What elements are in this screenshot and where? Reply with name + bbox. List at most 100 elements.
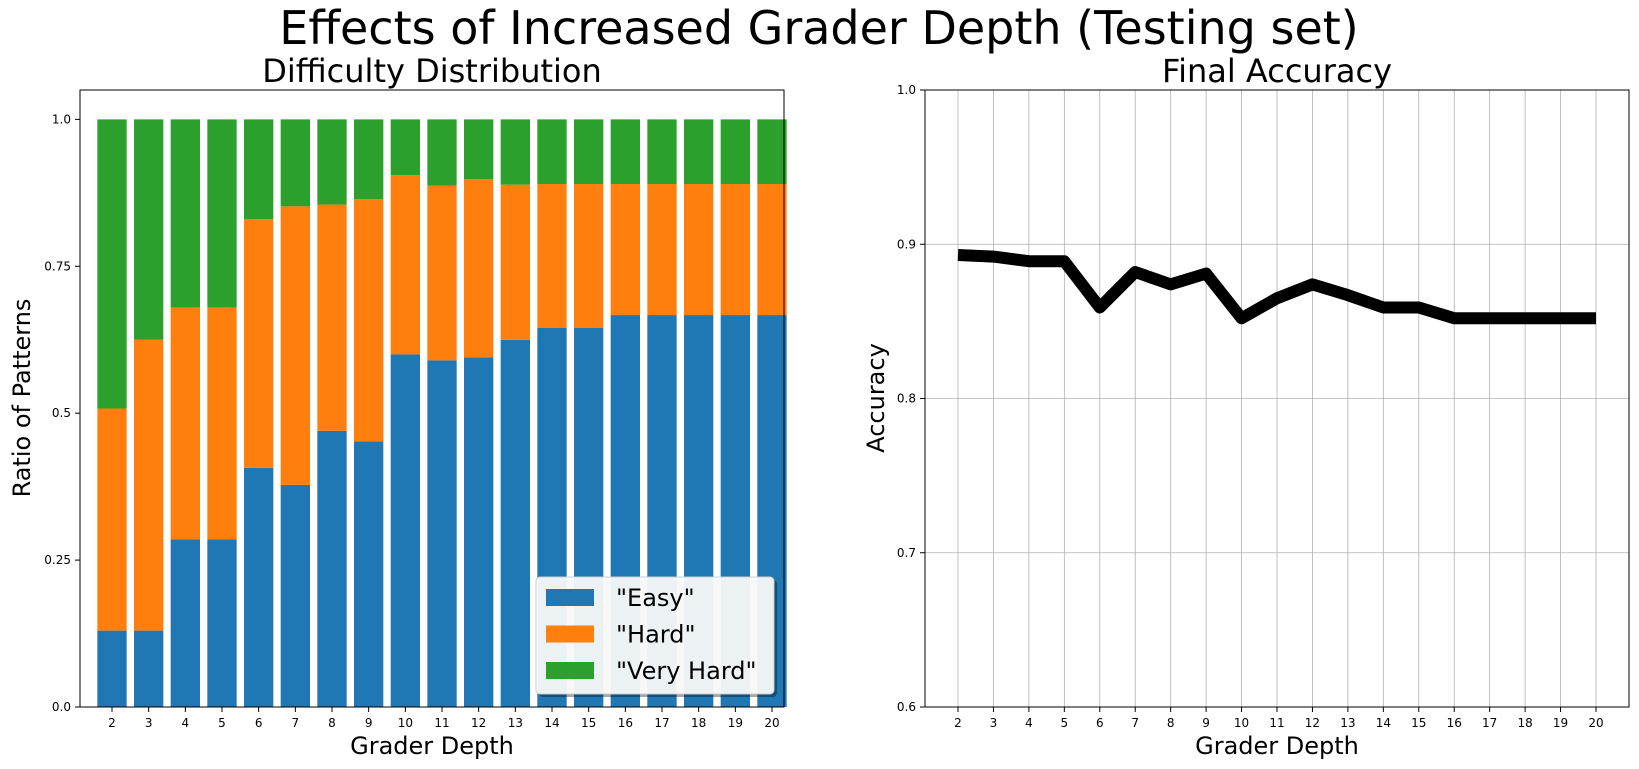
x-tick-label: 16 xyxy=(618,716,633,730)
bar-very-hard-14 xyxy=(537,119,567,185)
bar-very-hard-13 xyxy=(500,119,530,185)
bar-hard-11 xyxy=(427,185,457,361)
bar-easy-7 xyxy=(280,484,310,707)
bar-hard-15 xyxy=(574,184,604,328)
x-tick-label: 5 xyxy=(1061,716,1069,730)
x-tick-label: 11 xyxy=(1269,716,1284,730)
bar-very-hard-17 xyxy=(647,119,677,185)
x-tick-label: 19 xyxy=(1553,716,1568,730)
bar-easy-3 xyxy=(134,630,164,707)
x-tick-label: 14 xyxy=(1376,716,1391,730)
x-tick-label: 2 xyxy=(108,716,116,730)
x-tick-label: 16 xyxy=(1447,716,1462,730)
bar-hard-19 xyxy=(720,184,750,316)
bar-easy-9 xyxy=(354,441,384,707)
y-axis-ticks: 0.6 0.7 0.8 0.9 1.0 xyxy=(897,83,925,714)
x-tick-label: 3 xyxy=(990,716,998,730)
x-tick-label: 3 xyxy=(145,716,153,730)
bar-very-hard-15 xyxy=(574,119,604,185)
x-tick-label: 6 xyxy=(1096,716,1104,730)
bar-easy-4 xyxy=(170,539,200,707)
x-tick-label: 13 xyxy=(1340,716,1355,730)
difficulty-distribution-chart: Difficulty Distribution 0.0 0.25 0.5 0.75 1.… xyxy=(8,52,787,760)
legend-label: "Easy" xyxy=(616,584,695,612)
legend: "Easy" "Hard" "Very Hard" xyxy=(535,576,777,697)
bar-very-hard-2 xyxy=(97,119,127,409)
x-axis-label: Grader Depth xyxy=(350,732,514,760)
x-tick-label: 6 xyxy=(255,716,263,730)
bar-hard-3 xyxy=(134,339,164,631)
chart-title: Difficulty Distribution xyxy=(262,52,602,90)
bar-hard-12 xyxy=(464,179,494,358)
x-tick-label: 18 xyxy=(1517,716,1532,730)
bar-very-hard-11 xyxy=(427,119,457,186)
legend-swatch xyxy=(546,625,594,643)
bar-very-hard-18 xyxy=(684,119,714,185)
y-axis-label: Ratio of Patterns xyxy=(8,299,36,498)
y-tick-label: 0.9 xyxy=(897,237,916,251)
x-tick-label: 7 xyxy=(1131,716,1139,730)
bar-easy-11 xyxy=(427,360,457,707)
bar-very-hard-12 xyxy=(464,119,494,180)
bar-very-hard-5 xyxy=(207,119,237,308)
bar-easy-13 xyxy=(500,339,530,707)
x-tick-label: 2 xyxy=(954,716,962,730)
bar-hard-13 xyxy=(500,184,530,340)
y-tick-label: 0.7 xyxy=(897,546,916,560)
bar-easy-6 xyxy=(244,467,274,707)
y-tick-label: 0.6 xyxy=(897,700,916,714)
x-axis-ticks: 2 3 4 5 6 7 8 9 10 11 12 13 14 15 16 17 18 19 20 xyxy=(954,707,1604,730)
grid-lines xyxy=(925,89,1629,708)
x-tick-label: 18 xyxy=(691,716,706,730)
bar-easy-12 xyxy=(464,357,494,707)
x-tick-label: 15 xyxy=(1411,716,1426,730)
bar-hard-6 xyxy=(244,219,274,468)
accuracy-line xyxy=(957,249,1596,325)
y-tick-label: 0.8 xyxy=(897,392,916,406)
x-tick-label: 20 xyxy=(764,716,779,730)
x-axis-label: Grader Depth xyxy=(1195,732,1359,760)
legend-swatch xyxy=(546,589,594,606)
bar-very-hard-8 xyxy=(317,119,347,205)
x-tick-label: 4 xyxy=(1025,716,1033,730)
y-tick-label: 0.0 xyxy=(52,700,71,714)
x-tick-label: 8 xyxy=(1167,716,1175,730)
x-tick-label: 12 xyxy=(471,716,486,730)
bar-hard-18 xyxy=(684,184,714,316)
plot-frame xyxy=(79,89,785,708)
bar-easy-2 xyxy=(97,630,127,707)
bar-hard-10 xyxy=(390,175,420,355)
y-tick-label: 1.0 xyxy=(52,112,71,126)
bar-very-hard-9 xyxy=(354,119,384,200)
bar-very-hard-16 xyxy=(610,119,640,185)
legend-swatch xyxy=(546,662,594,679)
x-tick-label: 10 xyxy=(1234,716,1249,730)
x-tick-label: 10 xyxy=(398,716,413,730)
x-tick-label: 9 xyxy=(365,716,373,730)
bar-easy-10 xyxy=(390,354,420,707)
x-tick-label: 13 xyxy=(508,716,523,730)
bar-hard-17 xyxy=(647,184,677,316)
x-tick-label: 17 xyxy=(654,716,669,730)
bar-hard-8 xyxy=(317,204,347,431)
x-tick-label: 9 xyxy=(1202,716,1210,730)
bar-very-hard-7 xyxy=(280,119,310,207)
bar-very-hard-6 xyxy=(244,119,274,220)
x-tick-label: 5 xyxy=(218,716,226,730)
bar-very-hard-19 xyxy=(720,119,750,185)
x-tick-label: 20 xyxy=(1588,716,1603,730)
bar-hard-9 xyxy=(354,199,384,442)
y-tick-label: 1.0 xyxy=(897,83,916,97)
x-tick-label: 14 xyxy=(544,716,559,730)
y-tick-label: 0.25 xyxy=(44,553,71,567)
y-tick-label: 0.75 xyxy=(44,259,71,273)
bar-very-hard-10 xyxy=(390,119,420,176)
x-axis-ticks: 2 3 4 5 6 7 8 9 10 11 12 13 14 15 16 17 18 19 20 xyxy=(108,707,780,730)
bar-hard-20 xyxy=(757,184,787,316)
final-accuracy-chart: Final Accuracy 0.6 0.7 0.8 0.9 1.0 2 3 4 5 6 7 8 9 1… xyxy=(862,52,1630,760)
bar-hard-7 xyxy=(280,206,310,485)
y-tick-label: 0.5 xyxy=(52,406,71,420)
figure-title: Effects of Increased Grader Depth (Testi… xyxy=(279,1,1358,55)
y-axis-ticks: 0.0 0.25 0.5 0.75 1.0 xyxy=(44,112,80,714)
x-tick-label: 8 xyxy=(328,716,336,730)
